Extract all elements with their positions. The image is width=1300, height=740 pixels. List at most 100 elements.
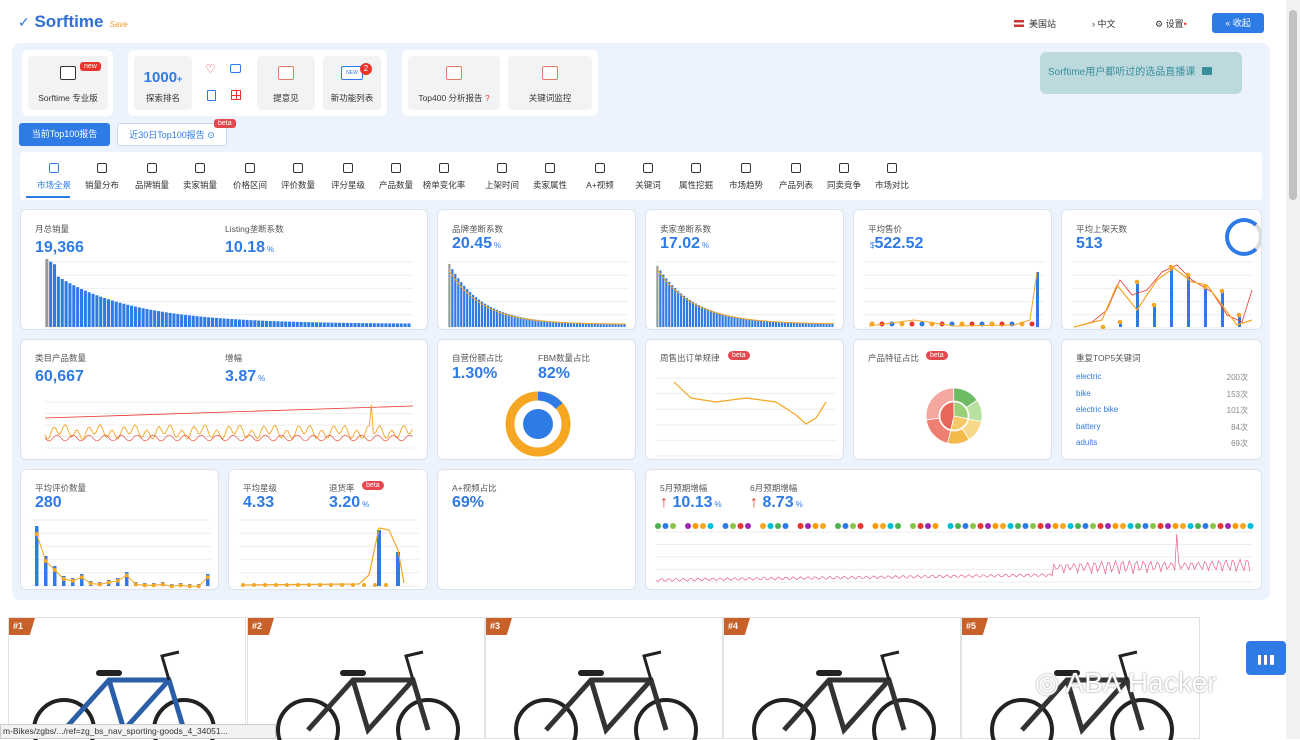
tab-13[interactable]: 属性挖掘: [672, 160, 720, 191]
bar: [64, 281, 68, 327]
chevrons-up-icon: «: [1225, 18, 1231, 28]
product-card[interactable]: #1: [8, 617, 246, 740]
point: [1052, 523, 1059, 529]
bar: [617, 323, 620, 327]
bar: [272, 321, 276, 327]
keyword-item[interactable]: adults: [1076, 438, 1098, 447]
forecast-card[interactable]: 5月预期增幅 ↑ 10.13% 6月预期增幅 ↑ 8.73%: [645, 469, 1262, 590]
collapse-label: 收起: [1232, 18, 1251, 28]
settings-label: 设置: [1165, 19, 1184, 29]
bar: [403, 323, 407, 327]
weekly-orders-card[interactable]: 周售出订单规律 beta: [645, 339, 844, 460]
tab-label: 品牌销量: [134, 180, 169, 190]
product-card[interactable]: #3: [485, 617, 723, 740]
logo-sub: Save: [109, 20, 128, 29]
tab-12[interactable]: 关键词: [624, 160, 672, 191]
tab-0[interactable]: 市场全景: [30, 160, 78, 191]
price-chart: [864, 261, 1044, 329]
tab-15[interactable]: 产品列表: [772, 160, 820, 191]
sorftime-logo[interactable]: ✓ Sorftime Save: [18, 12, 128, 32]
avg-price-card[interactable]: 平均售价 $522.52: [853, 209, 1052, 330]
monthly-sales-card[interactable]: 月总销量 19,366 Listing垄断系数 10.18%: [20, 209, 428, 330]
settings-link[interactable]: ⚙ 设置•: [1155, 17, 1187, 30]
avg-rating-value: 4.33: [243, 494, 275, 511]
avg-days-card[interactable]: 平均上架天数 513: [1061, 209, 1262, 330]
rank-badge: #4: [724, 618, 750, 635]
tab-14[interactable]: 市场趋势: [722, 160, 770, 191]
bar: [760, 320, 763, 327]
tab-5[interactable]: 评价数量: [274, 160, 322, 191]
tab-8[interactable]: 榜单变化率: [420, 160, 468, 191]
point: [1150, 523, 1156, 529]
search-rank[interactable]: 1000+ 探索排名: [134, 56, 192, 110]
new-tag: new: [80, 62, 101, 71]
monitor-icon[interactable]: [230, 64, 241, 73]
keyword-item[interactable]: electric bike: [1076, 405, 1119, 414]
top400-report[interactable]: Top400 分析报告 ?: [408, 56, 500, 110]
tab-11[interactable]: A+视频: [576, 160, 624, 191]
last30-top100-tab[interactable]: 近30日Top100报告 ⊙: [117, 123, 227, 146]
scrollbar[interactable]: [1286, 0, 1300, 739]
point: [1247, 523, 1254, 529]
bar: [214, 317, 218, 327]
promo-banner[interactable]: Sorftime用户都听过的选品直播课: [1040, 52, 1242, 94]
aplus-video-card[interactable]: A+视频占比 69%: [437, 469, 636, 590]
bar: [1204, 287, 1207, 327]
avg-rating-card[interactable]: 平均星级 4.33 退货率 beta 3.20%: [228, 469, 428, 590]
bar: [584, 323, 587, 327]
keyword-item[interactable]: electric: [1076, 372, 1102, 381]
bar: [748, 319, 751, 327]
bar: [528, 318, 531, 327]
tab-9[interactable]: 上架时间: [478, 160, 526, 191]
tab-16[interactable]: 同卖竞争: [820, 160, 868, 191]
product-card[interactable]: #2: [247, 617, 485, 740]
bar: [145, 309, 149, 327]
tab-10[interactable]: 卖家属性: [526, 160, 574, 191]
bar: [751, 319, 754, 327]
tab-3[interactable]: 卖家销量: [176, 160, 224, 191]
bar: [53, 566, 57, 586]
collapse-button[interactable]: « 收起: [1212, 13, 1264, 33]
keyword-item[interactable]: battery: [1076, 421, 1101, 431]
feature-ratio-card[interactable]: 产品特征占比 beta: [853, 339, 1052, 460]
tab-4[interactable]: 价格区间: [226, 160, 274, 191]
tab-7[interactable]: 产品数量: [372, 160, 420, 191]
point: [1195, 523, 1201, 529]
keyword-item[interactable]: bike: [1076, 388, 1091, 398]
info-icon: ⊙: [207, 130, 215, 140]
tab-1[interactable]: 销量分布: [78, 160, 126, 191]
seller-monopoly-card[interactable]: 卖家垄断系数 17.02%: [645, 209, 844, 330]
avg-reviews-card[interactable]: 平均评价数量 280: [20, 469, 219, 590]
wechat-icon: ◎: [1035, 667, 1060, 698]
top5-keywords-card[interactable]: 重复TOP5关键词 electric 200次 bike 153次 electric b…: [1061, 339, 1262, 460]
tab-6[interactable]: 评分星级: [324, 160, 372, 191]
bar: [377, 530, 381, 586]
bar: [106, 299, 110, 327]
series-line: [655, 533, 1251, 582]
keyword-monitor[interactable]: 关键词监控: [508, 56, 592, 110]
keyword-count: 84次: [1231, 422, 1248, 432]
language-selector[interactable]: › 中文: [1092, 17, 1116, 30]
tab-17[interactable]: 市场对比: [868, 160, 916, 191]
current-top100-tab[interactable]: 当前Top100报告: [19, 123, 110, 146]
document-icon[interactable]: [207, 90, 216, 101]
feedback[interactable]: 提意见: [257, 56, 315, 110]
category-count-card[interactable]: 类目产品数量 60,667 增幅 3.87%: [20, 339, 428, 460]
brand-monopoly-card[interactable]: 品牌垄断系数 20.45%: [437, 209, 636, 330]
site-label: 美国站: [1029, 19, 1057, 29]
chart-float-button[interactable]: [1246, 641, 1286, 675]
bar: [715, 312, 718, 327]
scrollbar-thumb[interactable]: [1289, 10, 1297, 200]
product-card[interactable]: #4: [723, 617, 961, 740]
new-features[interactable]: NEW 新功能列表: [323, 56, 381, 110]
help-icon: ?: [484, 93, 490, 103]
bike-image: [752, 650, 936, 740]
tab-2[interactable]: 品牌销量: [128, 160, 176, 191]
heart-icon[interactable]: ♡: [205, 62, 216, 76]
self-operated-card[interactable]: 自营份额占比 1.30% FBM数量占比 82%: [437, 339, 636, 460]
point: [160, 582, 165, 587]
site-selector[interactable]: 美国站: [1014, 17, 1056, 30]
tab-icon: [49, 163, 59, 173]
series-line: [673, 381, 827, 425]
grid-icon[interactable]: [231, 90, 241, 100]
